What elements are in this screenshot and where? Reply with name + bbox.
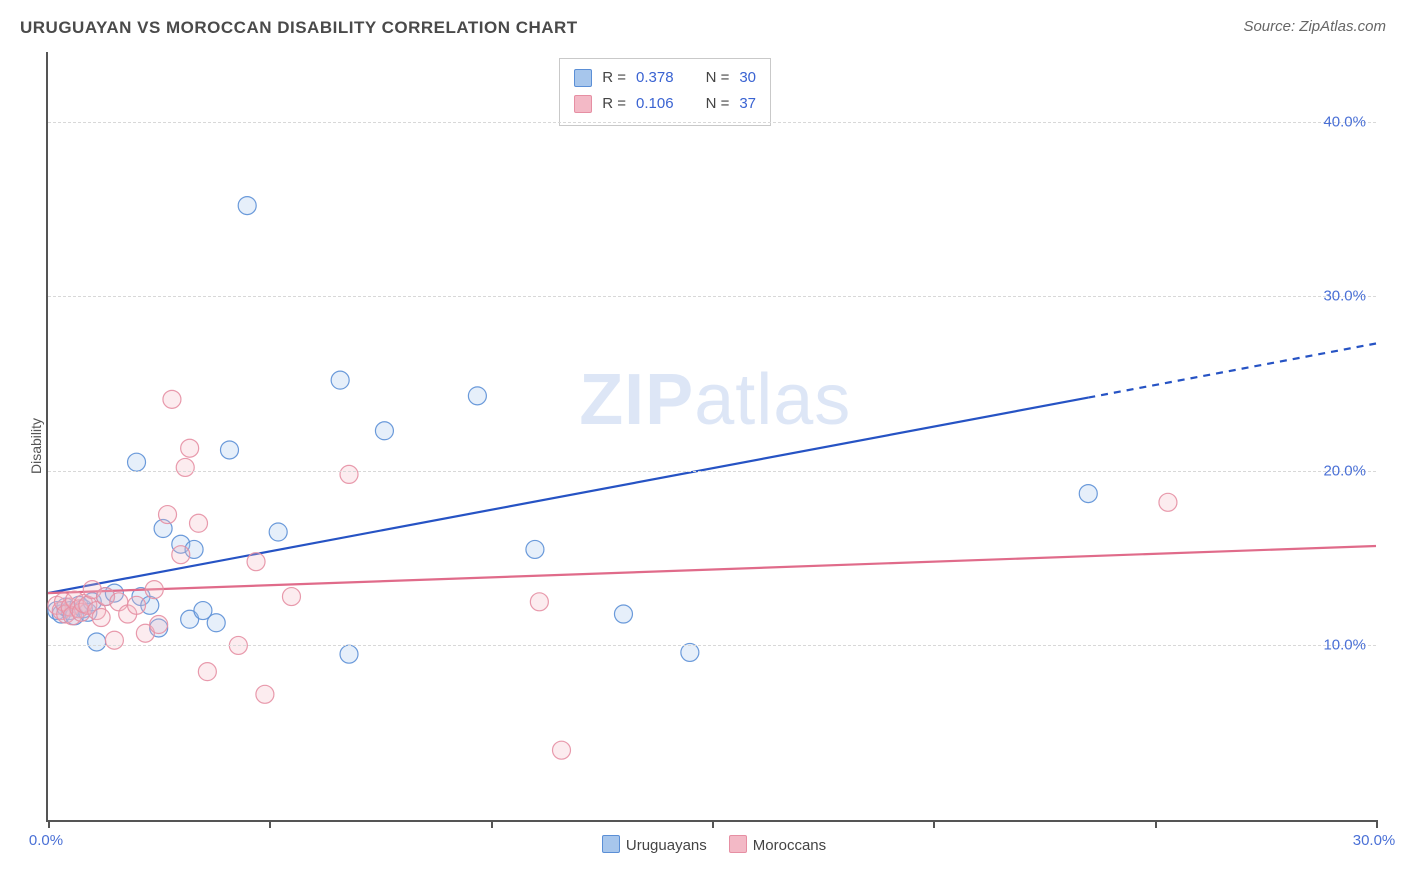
y-axis-label: Disability xyxy=(28,418,44,474)
stat-n-label: N = xyxy=(706,91,730,117)
stat-n-value: 30 xyxy=(739,65,756,91)
data-point xyxy=(238,197,256,215)
stats-row: R = 0.106 N = 37 xyxy=(574,91,756,117)
trend-line-dashed xyxy=(1088,343,1376,397)
data-point xyxy=(172,546,190,564)
legend-label: Uruguayans xyxy=(626,837,707,854)
stat-n-value: 37 xyxy=(739,91,756,117)
stat-r-value: 0.106 xyxy=(636,91,674,117)
legend-swatch xyxy=(574,69,592,87)
data-point xyxy=(128,453,146,471)
data-point xyxy=(1079,485,1097,503)
x-tick xyxy=(712,820,714,828)
x-tick xyxy=(48,820,50,828)
data-point xyxy=(105,631,123,649)
legend-swatch xyxy=(729,835,747,853)
trend-line xyxy=(48,546,1376,593)
data-point xyxy=(92,609,110,627)
data-point xyxy=(340,465,358,483)
stats-row: R = 0.378 N = 30 xyxy=(574,65,756,91)
data-point xyxy=(530,593,548,611)
data-point xyxy=(207,614,225,632)
data-point xyxy=(552,741,570,759)
data-point xyxy=(163,390,181,408)
data-point xyxy=(176,458,194,476)
legend-swatch xyxy=(602,835,620,853)
trend-line xyxy=(48,398,1088,594)
y-tick-label: 10.0% xyxy=(1323,637,1366,654)
x-tick xyxy=(1155,820,1157,828)
data-point xyxy=(190,514,208,532)
stats-legend-box: R = 0.378 N = 30 R = 0.106 N = 37 xyxy=(559,58,771,126)
gridline xyxy=(48,122,1376,123)
series-legend: Uruguayans Moroccans xyxy=(0,835,1406,854)
data-point xyxy=(331,371,349,389)
gridline xyxy=(48,296,1376,297)
stat-r-value: 0.378 xyxy=(636,65,674,91)
data-point xyxy=(526,540,544,558)
gridline xyxy=(48,645,1376,646)
source-label: Source: ZipAtlas.com xyxy=(1243,18,1386,35)
data-point xyxy=(468,387,486,405)
data-point xyxy=(128,596,146,614)
data-point xyxy=(256,685,274,703)
plot-area: ZIPatlas R = 0.378N = 30R = 0.106N = 37 … xyxy=(46,52,1376,822)
chart-svg xyxy=(48,52,1376,820)
data-point xyxy=(181,439,199,457)
data-point xyxy=(282,588,300,606)
data-point xyxy=(145,581,163,599)
x-tick xyxy=(491,820,493,828)
y-tick-label: 20.0% xyxy=(1323,462,1366,479)
legend-swatch xyxy=(574,95,592,113)
data-point xyxy=(220,441,238,459)
y-tick-label: 40.0% xyxy=(1323,113,1366,130)
data-point xyxy=(375,422,393,440)
data-point xyxy=(340,645,358,663)
stat-r-label: R = xyxy=(602,65,626,91)
data-point xyxy=(150,616,168,634)
chart-container: URUGUAYAN VS MOROCCAN DISABILITY CORRELA… xyxy=(0,0,1406,892)
data-point xyxy=(88,633,106,651)
data-point xyxy=(269,523,287,541)
stat-n-label: N = xyxy=(706,65,730,91)
y-tick-label: 30.0% xyxy=(1323,288,1366,305)
x-tick xyxy=(1376,820,1378,828)
chart-title: URUGUAYAN VS MOROCCAN DISABILITY CORRELA… xyxy=(20,18,578,38)
gridline xyxy=(48,471,1376,472)
data-point xyxy=(1159,493,1177,511)
legend-label: Moroccans xyxy=(753,837,826,854)
x-tick xyxy=(269,820,271,828)
stat-r-label: R = xyxy=(602,91,626,117)
x-tick xyxy=(933,820,935,828)
data-point xyxy=(159,506,177,524)
data-point xyxy=(614,605,632,623)
data-point xyxy=(247,553,265,571)
data-point xyxy=(198,663,216,681)
